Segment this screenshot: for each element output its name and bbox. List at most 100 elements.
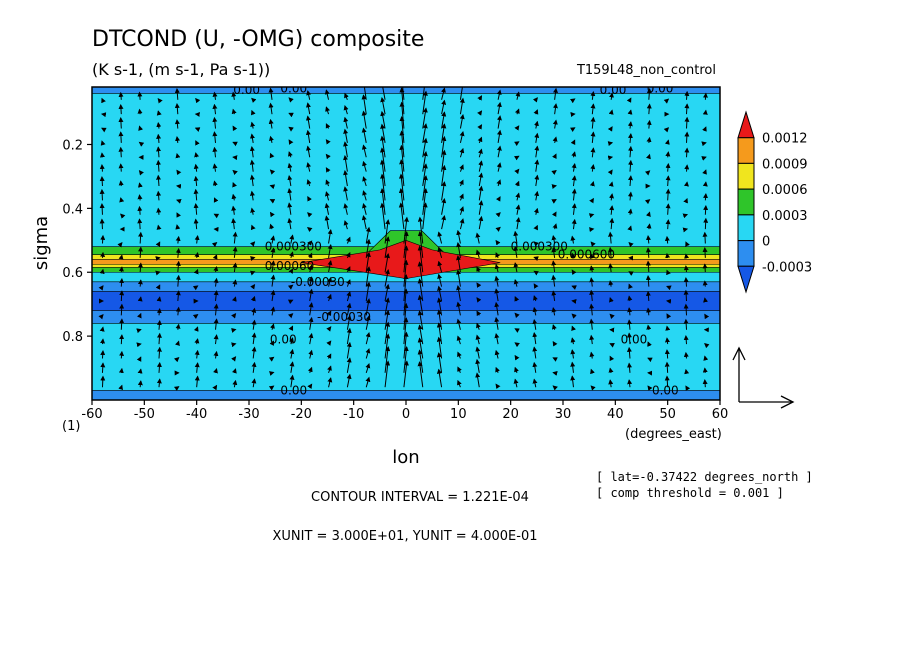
wind-vector-496 — [533, 283, 539, 289]
wind-vector-182 — [250, 295, 256, 302]
wind-vector-589 — [627, 109, 633, 115]
wind-vector-438 — [475, 346, 481, 359]
wind-vector-406 — [459, 193, 464, 201]
wind-vector-665 — [683, 289, 689, 302]
wind-vector-253 — [325, 106, 330, 115]
wind-vector-38 — [119, 334, 125, 345]
wind-vector-519 — [551, 307, 557, 316]
wind-vector-141 — [213, 303, 219, 316]
wind-vector-454 — [494, 275, 500, 287]
colorbar-swatch-2 — [737, 162, 755, 190]
wind-vector-181 — [250, 283, 256, 290]
wind-vector-346 — [403, 216, 409, 244]
wind-vector-185 — [251, 332, 257, 345]
wind-vector-493 — [533, 241, 539, 247]
wind-vector-285 — [345, 266, 351, 273]
wind-vector-278 — [343, 154, 349, 172]
wind-vector-687 — [704, 313, 710, 320]
x-tick-label-3: -30 — [238, 407, 259, 422]
wind-vector-289 — [346, 314, 352, 330]
contour-label-6: 0.000600 — [558, 248, 615, 262]
wind-vector-518 — [551, 290, 557, 302]
wind-vector-378 — [441, 87, 446, 100]
wind-vector-483 — [532, 97, 538, 103]
wind-vector-501 — [532, 346, 538, 359]
wind-vector-41 — [118, 384, 123, 391]
wind-vector-16 — [99, 326, 105, 332]
wind-vector-594 — [628, 175, 633, 187]
wind-vector-634 — [665, 151, 671, 158]
wind-vector-388 — [437, 231, 443, 244]
chart-title: DTCOND (U, -OMG) composite — [92, 27, 424, 52]
wind-vector-138 — [213, 265, 219, 273]
wind-vector-342 — [399, 159, 405, 187]
wind-vector-560 — [589, 289, 595, 302]
wind-vector-168 — [251, 97, 257, 104]
wind-vector-223 — [287, 284, 294, 290]
wind-vector-439 — [475, 358, 481, 373]
wind-vector-281 — [343, 203, 349, 215]
wind-vector-568 — [608, 109, 614, 115]
wind-vector-263 — [327, 243, 333, 258]
wind-vector-430 — [475, 232, 481, 244]
wind-vector-586 — [608, 367, 614, 373]
wind-vector-188 — [251, 378, 257, 388]
contour-label-13: 0.00 — [652, 383, 679, 397]
wind-vector-166 — [231, 368, 237, 374]
wind-vector-313 — [365, 363, 371, 374]
wind-vector-197 — [269, 211, 275, 218]
wind-vector-465 — [514, 141, 520, 147]
wind-vector-653 — [684, 116, 690, 129]
colorbar-swatch-5 — [737, 240, 755, 267]
wind-vector-552 — [589, 181, 595, 187]
wind-vector-401 — [459, 114, 465, 129]
wind-vector-81 — [156, 346, 162, 359]
reference-vector — [732, 346, 795, 409]
wind-vector-530 — [571, 162, 577, 172]
wind-vector-261 — [324, 215, 330, 230]
wind-vector-93 — [175, 224, 181, 230]
y-axis-ticks: 0.2 0.4 0.6 0.8 — [62, 138, 92, 345]
wind-vector-62 — [137, 380, 143, 388]
wind-vector-249 — [308, 349, 314, 359]
wind-vector-259 — [324, 191, 330, 201]
contour-band-8 — [92, 281, 720, 292]
wind-vector-650 — [664, 375, 670, 388]
wind-vector-169 — [251, 109, 256, 116]
wind-vector-580 — [608, 280, 614, 287]
x-axis-label: lon — [392, 447, 419, 468]
wind-vector-127 — [212, 103, 218, 115]
x-tick-label-5: -10 — [343, 407, 364, 422]
wind-vector-161 — [231, 296, 237, 302]
wind-vector-641 — [665, 252, 671, 259]
wind-vector-172 — [249, 145, 255, 158]
wind-vector-351 — [403, 288, 409, 316]
wind-vector-605 — [626, 332, 632, 345]
wind-vector-108 — [195, 140, 200, 146]
contour-band-12 — [92, 390, 720, 400]
wind-vector-152 — [232, 169, 238, 176]
wind-vector-24 — [118, 131, 124, 143]
wind-vector-648 — [664, 349, 670, 359]
chart-subtitle: (K s-1, (m s-1, Pa s-1)) — [92, 60, 270, 79]
wind-vector-314 — [365, 376, 371, 388]
wind-vector-458 — [494, 333, 500, 345]
wind-vector-547 — [590, 103, 596, 115]
wind-vector-468 — [514, 180, 520, 187]
colorbar-label-2: 0.0006 — [762, 183, 808, 198]
wind-vector-176 — [250, 207, 256, 215]
wind-vector-5 — [99, 163, 105, 172]
wind-vector-472 — [513, 230, 519, 244]
wind-vector-617 — [645, 211, 651, 217]
wind-vector-649 — [664, 361, 670, 373]
wind-vector-435 — [476, 310, 482, 317]
wind-vector-579 — [608, 263, 614, 273]
wind-vector-491 — [533, 207, 539, 215]
wind-vector-563 — [589, 334, 595, 345]
wind-vector-309 — [365, 298, 371, 316]
wind-vector-403 — [459, 147, 465, 158]
wind-vector-283 — [346, 236, 351, 244]
colorbar-label-4: 0 — [762, 235, 770, 250]
wind-vector-390 — [437, 260, 443, 273]
wind-vector-149 — [232, 125, 238, 132]
